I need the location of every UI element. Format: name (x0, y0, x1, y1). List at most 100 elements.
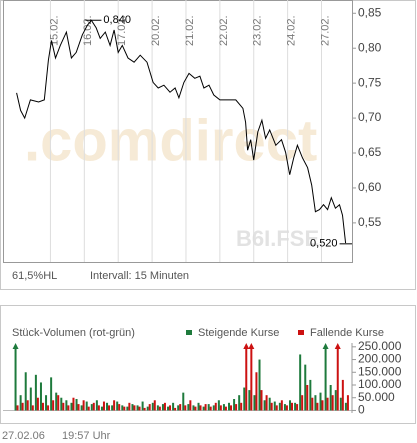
x-tick-label: 15.02. (48, 15, 60, 46)
x-tick-label: 20.02. (150, 15, 162, 46)
volume-bar (346, 395, 349, 411)
volume-bar (273, 401, 276, 411)
volume-bar (189, 400, 192, 411)
y-tick-label: 200.000 (358, 352, 402, 366)
volume-bar (47, 405, 50, 411)
volume-bar (70, 402, 73, 411)
volume-bar (209, 406, 212, 411)
volume-bar (138, 406, 141, 411)
volume-bar (230, 405, 233, 411)
volume-bar (90, 404, 93, 411)
volume-bar (106, 402, 109, 411)
volume-bar (121, 405, 124, 411)
volume-bar (219, 405, 222, 411)
volume-bar (212, 405, 215, 411)
volume-bar (255, 372, 258, 411)
volume-bar (67, 405, 70, 411)
volume-bar (16, 405, 19, 411)
volume-bar (197, 402, 200, 411)
volume-bar (275, 405, 278, 411)
volume-bar (55, 392, 58, 411)
volume-bar (316, 402, 319, 411)
volume-bar (285, 405, 288, 411)
volume-bar (24, 372, 27, 411)
annotation-label: 0,520 (310, 238, 338, 250)
volume-bar (245, 349, 248, 411)
volume-bar (304, 364, 307, 411)
volume-bar (339, 397, 342, 411)
volume-bar (296, 404, 299, 411)
volume-title: Stück-Volumen (rot-grün) (12, 327, 135, 339)
y-tick-label: 0,75 (358, 75, 382, 89)
volume-bar (177, 405, 180, 411)
volume-bar (116, 401, 119, 411)
volume-bar (182, 392, 185, 411)
volume-bar (324, 349, 327, 411)
overflow-arrow (248, 343, 255, 349)
volume-bar (50, 377, 53, 411)
volume-bar (36, 397, 39, 411)
watermark: .comdirect (24, 108, 317, 173)
volume-bar (41, 402, 44, 411)
volume-bar (311, 397, 314, 411)
volume-bar (45, 395, 48, 411)
volume-bar (184, 405, 187, 411)
volume-bar (268, 397, 271, 411)
volume-bar (111, 405, 114, 411)
volume-bar (217, 400, 220, 411)
volume-bar (299, 354, 302, 411)
price-plot-frame (3, 0, 353, 263)
x-tick-label: 16.02. (82, 15, 94, 46)
volume-bar (192, 405, 195, 411)
volume-bar (29, 387, 32, 411)
volume-bar (153, 400, 156, 411)
volume-bar (146, 406, 149, 411)
volume-bar (187, 404, 190, 411)
volume-bar (260, 390, 263, 411)
volume-bar (289, 400, 292, 411)
volume-bar (57, 395, 60, 411)
volume-bar (194, 406, 197, 411)
volume-bar (108, 405, 111, 411)
volume-bar (141, 401, 144, 411)
volume-bar (102, 401, 105, 411)
legend-swatch (186, 330, 192, 335)
volume-bar (301, 395, 304, 411)
volume-bar (291, 402, 294, 411)
overflow-arrow (334, 343, 341, 349)
volume-bar (92, 402, 95, 411)
y-tick-label: 0,70 (358, 110, 382, 124)
volume-bar (85, 401, 88, 411)
volume-bar (238, 395, 241, 411)
volume-bar (309, 379, 312, 411)
volume-bar (167, 406, 170, 411)
volume-bar (222, 404, 225, 411)
volume-bar (21, 402, 24, 411)
volume-bar (235, 404, 238, 411)
volume-bar (19, 395, 22, 411)
volume-bar (172, 402, 175, 411)
legend-label: Steigende Kurse (198, 327, 279, 339)
volume-bar (95, 400, 98, 411)
volume-bar (326, 397, 329, 411)
volume-bar (82, 400, 85, 411)
volume-bar (158, 406, 161, 411)
volume-bar (62, 402, 65, 411)
y-tick-label: 0,80 (358, 40, 382, 54)
volume-bar (72, 397, 75, 411)
volume-bar (80, 405, 83, 411)
y-tick-label: 100.000 (358, 377, 402, 391)
volume-bar (174, 407, 177, 411)
volume-bar (250, 349, 253, 411)
volume-bar (270, 402, 273, 411)
time: 19:57 Uhr (62, 430, 111, 442)
volume-bar (265, 395, 268, 411)
volume-bar (306, 385, 309, 411)
price-line (16, 19, 347, 244)
volume-bar (243, 387, 246, 411)
y-tick-label: 250.000 (358, 339, 402, 353)
volume-bar (87, 406, 90, 411)
y-tick-label: 0,60 (358, 180, 382, 194)
volume-bar (224, 406, 227, 411)
